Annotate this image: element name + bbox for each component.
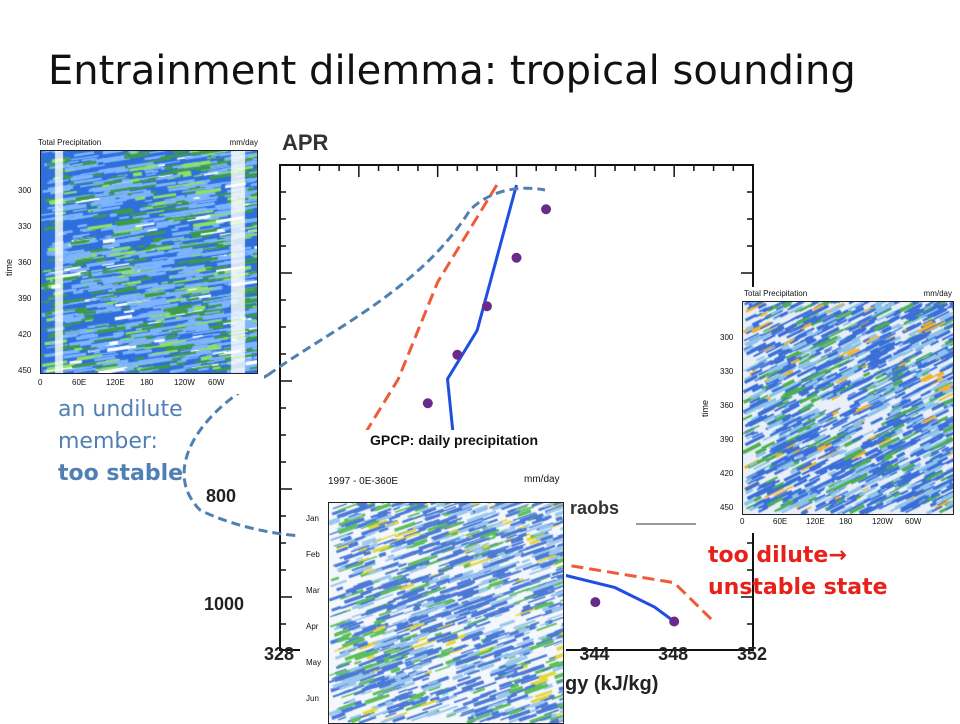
- hovmoller-right-plot: [742, 301, 954, 515]
- y-tick-1000: 1000: [204, 594, 244, 614]
- hovmoller-right-panel: Total Precipitation mm/day time 300 330 36…: [700, 287, 958, 533]
- panel-label: APR: [282, 130, 329, 155]
- annotation-dilute-line1: too dilute→: [708, 543, 847, 568]
- annotation-dilute-line2: unstable state: [708, 575, 888, 600]
- annotation-undilute-line1: an undilute: [58, 397, 183, 422]
- annotation-undilute: an undilute member: too stable: [58, 394, 183, 490]
- y-tick-label: 300: [720, 333, 734, 342]
- annotation-undilute-line2: member:: [58, 429, 158, 454]
- gpcp-panel: GPCP: daily precipitation 1997 - 0E-360E…: [300, 430, 566, 724]
- hovmoller-right-units: mm/day: [923, 289, 952, 298]
- hovmoller-left-ylabel: time: [4, 258, 14, 276]
- raobs-point: [511, 252, 522, 263]
- x-tick-label: 120W: [872, 517, 893, 526]
- hovmoller-left-units: mm/day: [229, 138, 258, 147]
- y-tick-label: 300: [18, 186, 32, 195]
- x-tick-label: 328: [264, 644, 294, 664]
- gpcp-title: 1997 - 0E-360E: [328, 476, 399, 487]
- y-tick-label: May: [306, 658, 322, 667]
- x-tick-label: 348: [658, 644, 688, 664]
- raobs-point: [669, 616, 680, 627]
- y-tick-label: Feb: [306, 550, 320, 559]
- hovmoller-right-title: Total Precipitation: [744, 289, 808, 298]
- x-tick-label: 180: [839, 517, 853, 526]
- y-tick-label: 330: [18, 222, 32, 231]
- y-tick-label: 420: [18, 330, 32, 339]
- slide-title: Entrainment dilemma: tropical sounding: [48, 48, 856, 94]
- gpcp-header: GPCP: daily precipitation: [370, 432, 539, 448]
- y-tick-label: 420: [720, 469, 734, 478]
- x-tick-label: 60W: [905, 517, 922, 526]
- y-tick-label: 390: [18, 294, 32, 303]
- x-tick-label: 60W: [208, 378, 225, 387]
- y-tick-label: 390: [720, 435, 734, 444]
- hovmoller-right-ylabel: time: [700, 399, 710, 417]
- x-tick-label: 120E: [806, 517, 825, 526]
- x-tick-label: 0: [740, 517, 745, 526]
- callout-connector-bottom: [182, 373, 331, 538]
- x-tick-label: 352: [737, 644, 767, 664]
- hovmoller-left-title: Total Precipitation: [38, 138, 102, 147]
- x-tick-label: 120E: [106, 378, 125, 387]
- y-tick-label: 360: [18, 258, 32, 267]
- raobs-point: [541, 204, 552, 215]
- gpcp-plot: [328, 502, 564, 724]
- x-tick-label: 0: [38, 378, 43, 387]
- hovmoller-left-panel: Total Precipitation mm/day time 300 330 36…: [2, 136, 264, 394]
- raobs-point: [452, 349, 463, 360]
- y-tick-label: Jan: [306, 514, 319, 523]
- y-tick-label: 450: [18, 366, 32, 375]
- y-tick-label: 330: [720, 367, 734, 376]
- y-tick-label: Mar: [306, 586, 320, 595]
- y-tick-label: Apr: [306, 622, 319, 631]
- x-tick-label: 60E: [72, 378, 87, 387]
- gpcp-units: mm/day: [524, 474, 560, 485]
- raobs-point: [590, 597, 601, 608]
- x-minor-ticks: [298, 165, 735, 177]
- x-tick-label: 120W: [174, 378, 195, 387]
- y-tick-label: 450: [720, 503, 734, 512]
- legend-raobs-label: raobs: [570, 498, 619, 518]
- annotation-undilute-line3: too stable: [58, 461, 184, 486]
- legend-box: [566, 494, 696, 522]
- y-tick-label: 360: [720, 401, 734, 410]
- x-axis-label: gy (kJ/kg): [565, 673, 658, 695]
- raobs-point: [481, 301, 492, 312]
- y-tick-800: 800: [206, 486, 236, 506]
- y-tick-label: Jun: [306, 694, 319, 703]
- x-tick-label: 180: [140, 378, 154, 387]
- raobs-point: [422, 398, 433, 409]
- callout-connector-top: [267, 186, 546, 377]
- x-tick-label: 60E: [773, 517, 788, 526]
- hovmoller-left-plot: [40, 150, 258, 374]
- x-tick-label: 344: [579, 644, 609, 664]
- annotation-dilute: too dilute→ unstable state: [708, 540, 888, 604]
